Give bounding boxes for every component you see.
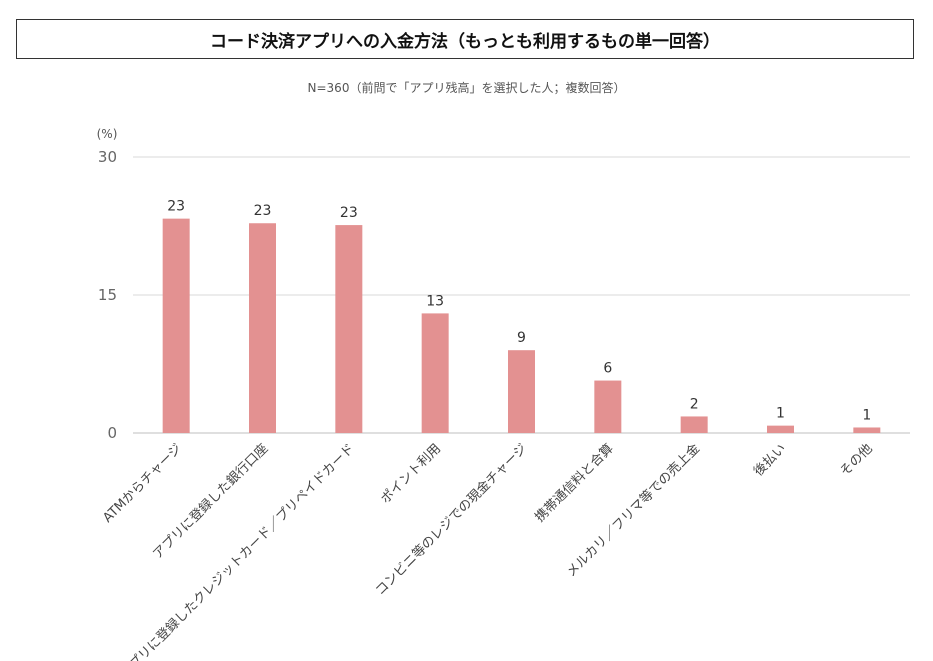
data-label-1: 23 (167, 199, 185, 215)
chart-title: コード決済アプリへの入金方法（もっとも利用するもの単一回答） (16, 19, 914, 59)
y-axis: (%) 0 15 30 (97, 127, 118, 442)
bar-8 (767, 425, 794, 433)
bars (162, 218, 881, 433)
bar-6 (594, 380, 622, 433)
x-tick-label-5: コンビニ等のレジでの現金チャージ (372, 441, 530, 599)
y-axis-unit: (%) (97, 127, 118, 141)
bar-3 (335, 225, 363, 433)
x-tick-label-8: 後払い (751, 441, 789, 479)
data-label-8: 1 (776, 406, 785, 422)
bar-9 (853, 427, 881, 433)
x-tick-label-9: その他 (837, 441, 875, 479)
data-label-7: 2 (690, 396, 699, 412)
data-labels: 23 23 23 13 9 6 2 1 1 (167, 199, 871, 424)
data-label-6: 6 (603, 361, 612, 377)
data-label-5: 9 (517, 330, 526, 346)
x-tick-label-6: 携帯通信料と合算 (532, 441, 617, 526)
x-tick-label-1: ATMからチャージ (100, 441, 185, 526)
y-tick-label: 30 (98, 148, 117, 166)
x-tick-label-7: メルカリ／フリマ等での売上金 (563, 441, 703, 581)
bar-7 (680, 416, 708, 433)
bar-2 (249, 223, 276, 433)
bar-1 (162, 218, 190, 433)
y-tick-label: 15 (98, 286, 117, 304)
x-tick-label-4: ポイント利用 (378, 441, 444, 507)
y-tick-label: 0 (107, 424, 117, 442)
data-label-3: 23 (340, 205, 358, 221)
data-label-4: 13 (426, 293, 444, 309)
bar-4 (421, 313, 449, 433)
data-label-9: 1 (862, 407, 871, 423)
chart-subtitle: N=360（前問で「アプリ残高」を選択した人；複数回答） (307, 81, 626, 95)
bar-5 (508, 350, 535, 433)
data-label-2: 23 (254, 203, 272, 219)
x-axis-labels: ATMからチャージアプリに登録した銀行口座アプリに登録したクレジットカード／プリ… (100, 441, 875, 661)
